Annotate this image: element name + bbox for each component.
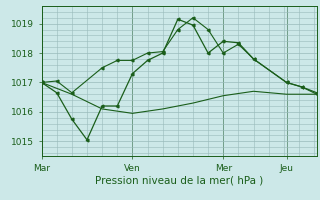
- X-axis label: Pression niveau de la mer( hPa ): Pression niveau de la mer( hPa ): [95, 175, 263, 185]
